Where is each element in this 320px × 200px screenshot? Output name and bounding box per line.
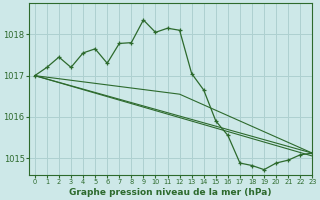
X-axis label: Graphe pression niveau de la mer (hPa): Graphe pression niveau de la mer (hPa) <box>69 188 272 197</box>
